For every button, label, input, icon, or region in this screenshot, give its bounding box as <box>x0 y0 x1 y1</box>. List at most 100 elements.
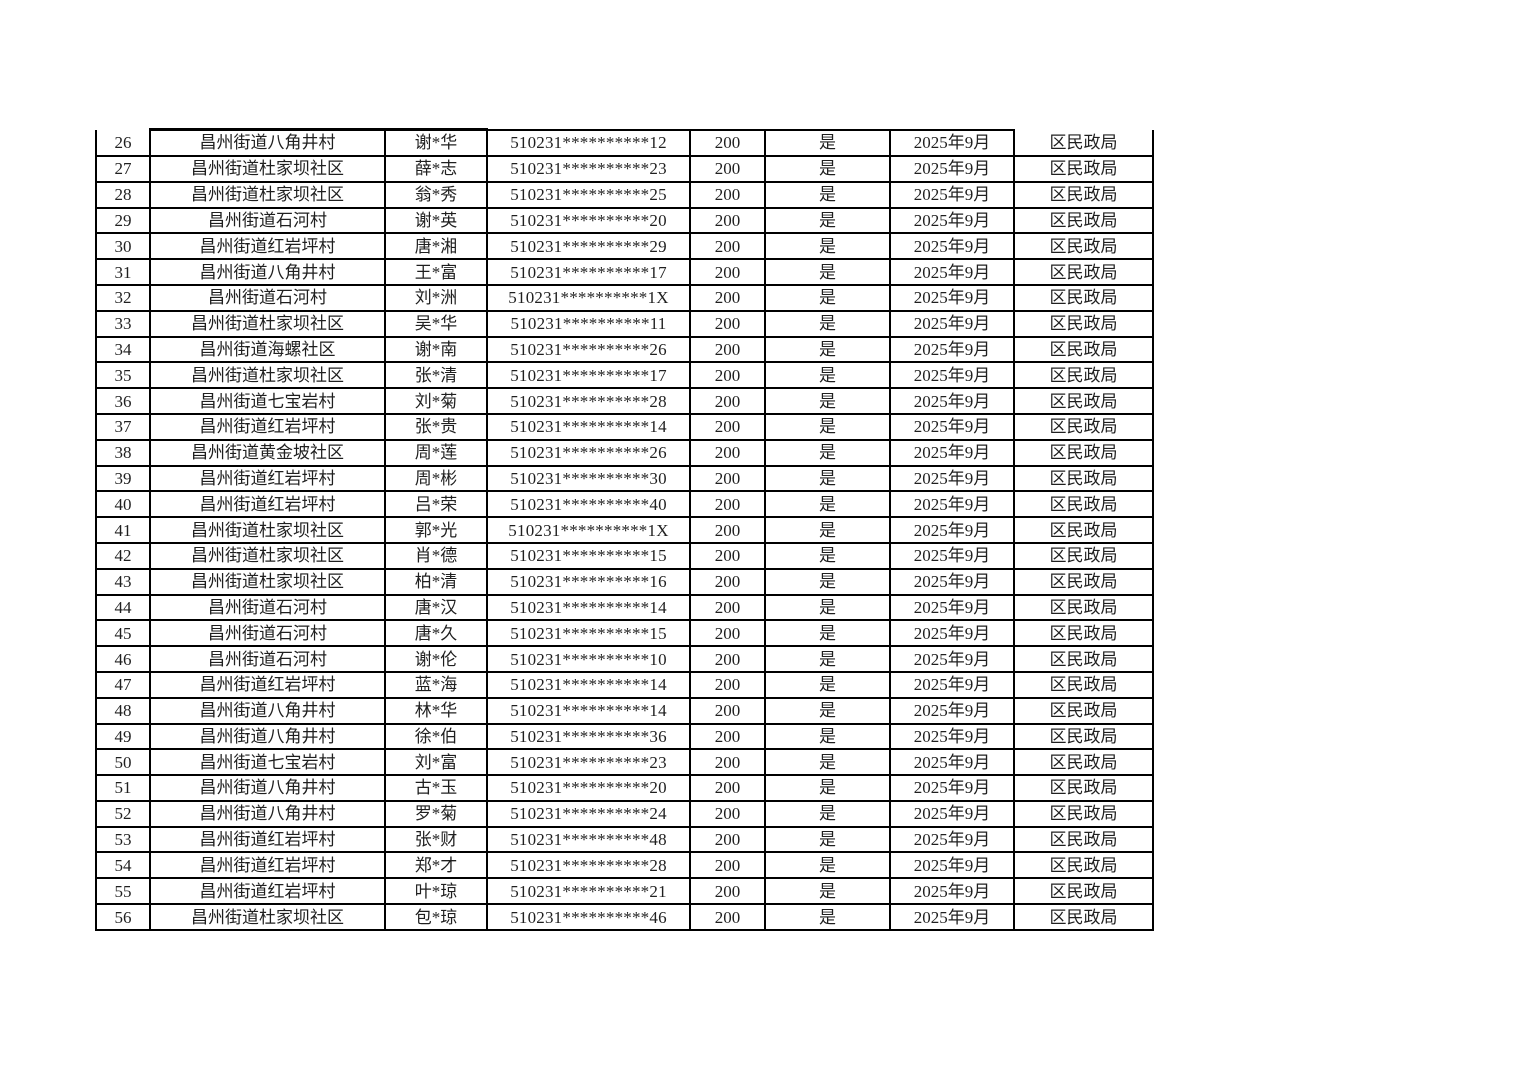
person-name-cell: 包*琼 <box>384 903 488 931</box>
id-number-cell: 510231**********36 <box>486 722 691 751</box>
table-row: 42 昌州街道杜家坝社区 肖*德 510231**********15 200 … <box>95 541 1154 570</box>
village-cell: 昌州街道海螺社区 <box>149 335 386 364</box>
agency-cell: 区民政局 <box>1013 593 1154 622</box>
person-name-cell: 翁*秀 <box>384 180 488 209</box>
confirm-cell: 是 <box>764 645 891 673</box>
amount-cell: 200 <box>689 516 766 544</box>
amount-cell: 200 <box>689 670 766 699</box>
row-number-cell: 37 <box>95 412 151 441</box>
person-name-cell: 谢*伦 <box>384 645 488 673</box>
month-cell: 2025年9月 <box>889 309 1015 338</box>
month-cell: 2025年9月 <box>889 799 1015 828</box>
village-cell: 昌州街道八角井村 <box>149 696 386 725</box>
amount-cell: 200 <box>689 567 766 596</box>
confirm-cell: 是 <box>764 851 891 880</box>
person-name-cell: 谢*南 <box>384 335 488 364</box>
confirm-cell: 是 <box>764 774 891 802</box>
agency-cell: 区民政局 <box>1013 851 1154 880</box>
agency-cell: 区民政局 <box>1013 799 1154 828</box>
village-cell: 昌州街道七宝岩村 <box>149 748 386 777</box>
id-number-cell: 510231**********40 <box>486 490 691 519</box>
agency-cell: 区民政局 <box>1013 258 1154 286</box>
row-number-cell: 41 <box>95 516 151 544</box>
village-cell: 昌州街道杜家坝社区 <box>149 309 386 338</box>
confirm-cell: 是 <box>764 593 891 622</box>
person-name-cell: 刘*洲 <box>384 283 488 312</box>
person-name-cell: 谢*华 <box>384 127 488 157</box>
row-number-cell: 43 <box>95 567 151 596</box>
confirm-cell: 是 <box>764 154 891 183</box>
confirm-cell: 是 <box>764 232 891 261</box>
amount-cell: 200 <box>689 774 766 802</box>
village-cell: 昌州街道杜家坝社区 <box>149 361 386 390</box>
confirm-cell: 是 <box>764 309 891 338</box>
village-cell: 昌州街道八角井村 <box>149 799 386 828</box>
row-number-cell: 53 <box>95 825 151 854</box>
id-number-cell: 510231**********46 <box>486 903 691 931</box>
table-row: 27 昌州街道杜家坝社区 薛*志 510231**********23 200 … <box>95 154 1154 183</box>
row-number-cell: 32 <box>95 283 151 312</box>
amount-cell: 200 <box>689 180 766 209</box>
amount-cell: 200 <box>689 722 766 751</box>
confirm-cell: 是 <box>764 206 891 235</box>
table-row: 38 昌州街道黄金坡社区 周*莲 510231**********26 200 … <box>95 438 1154 467</box>
person-name-cell: 叶*琼 <box>384 877 488 906</box>
month-cell: 2025年9月 <box>889 851 1015 880</box>
village-cell: 昌州街道八角井村 <box>149 722 386 751</box>
month-cell: 2025年9月 <box>889 593 1015 622</box>
row-number-cell: 27 <box>95 154 151 183</box>
table-row: 32 昌州街道石河村 刘*洲 510231**********1X 200 是 … <box>95 283 1154 312</box>
month-cell: 2025年9月 <box>889 748 1015 777</box>
person-name-cell: 张*贵 <box>384 412 488 441</box>
confirm-cell: 是 <box>764 438 891 467</box>
agency-cell: 区民政局 <box>1013 206 1154 235</box>
row-number-cell: 55 <box>95 877 151 906</box>
row-number-cell: 29 <box>95 206 151 235</box>
agency-cell: 区民政局 <box>1013 903 1154 931</box>
village-cell: 昌州街道红岩坪村 <box>149 825 386 854</box>
month-cell: 2025年9月 <box>889 154 1015 183</box>
row-number-cell: 28 <box>95 180 151 209</box>
village-cell: 昌州街道红岩坪村 <box>149 877 386 906</box>
agency-cell: 区民政局 <box>1013 722 1154 751</box>
table-row: 48 昌州街道八角井村 林*华 510231**********14 200 是… <box>95 696 1154 725</box>
agency-cell: 区民政局 <box>1013 232 1154 261</box>
agency-cell: 区民政局 <box>1013 645 1154 673</box>
agency-cell: 区民政局 <box>1013 670 1154 699</box>
confirm-cell: 是 <box>764 748 891 777</box>
village-cell: 昌州街道红岩坪村 <box>149 490 386 519</box>
village-cell: 昌州街道八角井村 <box>149 774 386 802</box>
id-number-cell: 510231**********15 <box>486 541 691 570</box>
village-cell: 昌州街道石河村 <box>149 619 386 648</box>
month-cell: 2025年9月 <box>889 825 1015 854</box>
id-number-cell: 510231**********17 <box>486 361 691 390</box>
table-row: 36 昌州街道七宝岩村 刘*菊 510231**********28 200 是… <box>95 387 1154 415</box>
table-row: 46 昌州街道石河村 谢*伦 510231**********10 200 是 … <box>95 645 1154 673</box>
person-name-cell: 刘*菊 <box>384 387 488 415</box>
month-cell: 2025年9月 <box>889 619 1015 648</box>
row-number-cell: 56 <box>95 903 151 931</box>
month-cell: 2025年9月 <box>889 232 1015 261</box>
person-name-cell: 王*富 <box>384 258 488 286</box>
amount-cell: 200 <box>689 903 766 931</box>
table-row: 34 昌州街道海螺社区 谢*南 510231**********26 200 是… <box>95 335 1154 364</box>
id-number-cell: 510231**********29 <box>486 232 691 261</box>
id-number-cell: 510231**********11 <box>486 309 691 338</box>
confirm-cell: 是 <box>764 361 891 390</box>
agency-cell: 区民政局 <box>1013 877 1154 906</box>
id-number-cell: 510231**********20 <box>486 206 691 235</box>
amount-cell: 200 <box>689 309 766 338</box>
person-name-cell: 蓝*海 <box>384 670 488 699</box>
person-name-cell: 张*财 <box>384 825 488 854</box>
table-row: 55 昌州街道红岩坪村 叶*琼 510231**********21 200 是… <box>95 877 1154 906</box>
row-number-cell: 54 <box>95 851 151 880</box>
row-number-cell: 30 <box>95 232 151 261</box>
row-number-cell: 50 <box>95 748 151 777</box>
table-row: 31 昌州街道八角井村 王*富 510231**********17 200 是… <box>95 258 1154 286</box>
person-name-cell: 罗*菊 <box>384 799 488 828</box>
person-name-cell: 徐*伯 <box>384 722 488 751</box>
table-row: 54 昌州街道红岩坪村 郑*才 510231**********28 200 是… <box>95 851 1154 880</box>
id-number-cell: 510231**********12 <box>486 128 691 157</box>
month-cell: 2025年9月 <box>889 903 1015 931</box>
agency-cell: 区民政局 <box>1013 129 1154 157</box>
